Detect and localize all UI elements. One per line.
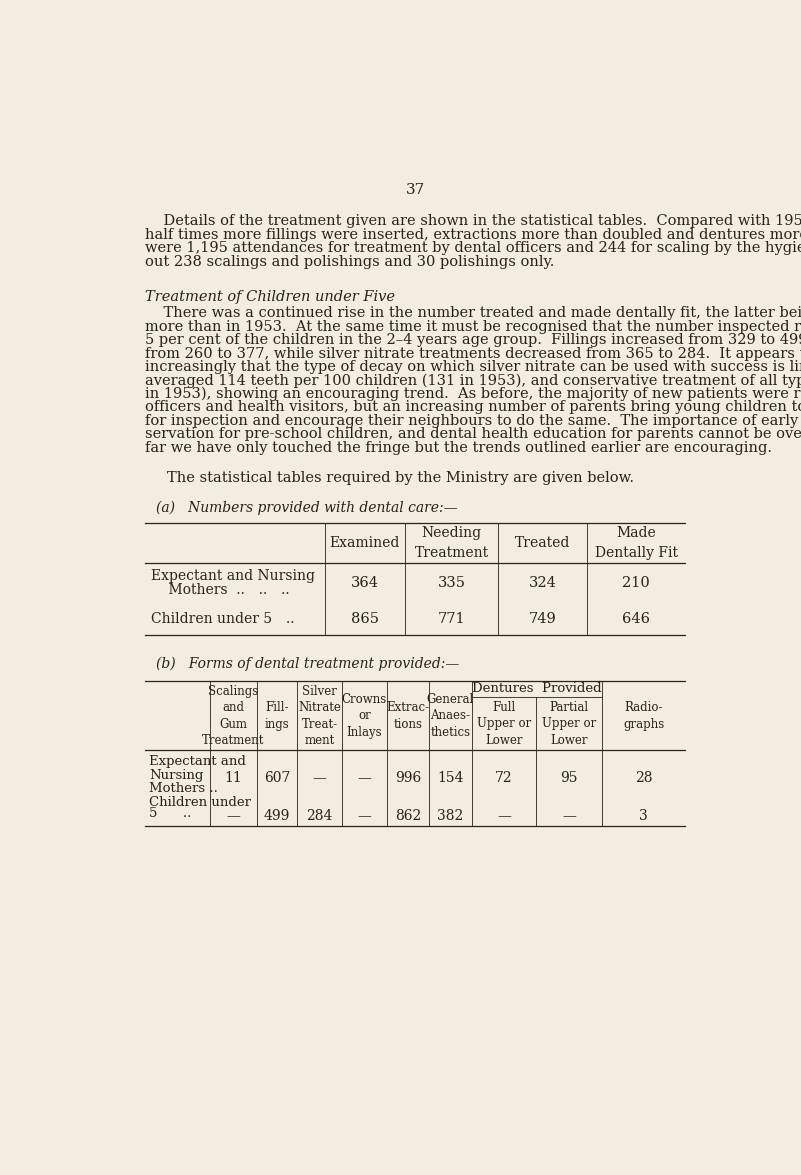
Text: There was a continued rise in the number treated and made dentally fit, the latt: There was a continued rise in the number…: [145, 307, 801, 320]
Text: 607: 607: [264, 771, 290, 785]
Text: Silver
Nitrate
Treat-
ment: Silver Nitrate Treat- ment: [298, 685, 341, 747]
Text: —: —: [312, 771, 326, 785]
Text: 154: 154: [437, 771, 464, 785]
Text: 499: 499: [264, 808, 290, 822]
Text: Dentures  Provided: Dentures Provided: [473, 683, 602, 696]
Text: 335: 335: [437, 576, 465, 590]
Text: 364: 364: [351, 576, 379, 590]
Text: General
Anaes-
thetics: General Anaes- thetics: [427, 693, 474, 739]
Text: —: —: [227, 808, 240, 822]
Text: Details of the treatment given are shown in the statistical tables.  Compared wi: Details of the treatment given are shown…: [145, 214, 801, 228]
Text: Treatment of Children under Five: Treatment of Children under Five: [145, 289, 395, 303]
Text: 749: 749: [529, 612, 557, 626]
Text: Full
Upper or
Lower: Full Upper or Lower: [477, 700, 531, 746]
Text: Children under 5 ..: Children under 5 ..: [151, 612, 295, 626]
Text: in 1953), showing an encouraging trend.  As before, the majority of new patients: in 1953), showing an encouraging trend. …: [145, 387, 801, 402]
Text: more than in 1953.  At the same time it must be recognised that the number inspe: more than in 1953. At the same time it m…: [145, 320, 801, 334]
Text: Made
Dentally Fit: Made Dentally Fit: [594, 526, 678, 559]
Text: Fill-
ings: Fill- ings: [264, 701, 289, 731]
Text: (a)   Numbers provided with dental care:—: (a) Numbers provided with dental care:—: [156, 501, 457, 515]
Text: Mothers ..: Mothers ..: [149, 783, 218, 795]
Text: 284: 284: [306, 808, 332, 822]
Text: 3: 3: [639, 808, 648, 822]
Text: 646: 646: [622, 612, 650, 626]
Text: Scalings
and
Gum
Treatment: Scalings and Gum Treatment: [202, 685, 264, 747]
Text: servation for pre-school children, and dental health education for parents canno: servation for pre-school children, and d…: [145, 428, 801, 442]
Text: 382: 382: [437, 808, 464, 822]
Text: Crowns
or
Inlays: Crowns or Inlays: [342, 693, 387, 739]
Text: 865: 865: [351, 612, 379, 626]
Text: Examined: Examined: [329, 536, 400, 550]
Text: far we have only touched the fringe but the trends outlined earlier are encourag: far we have only touched the fringe but …: [145, 441, 772, 455]
Text: out 238 scalings and polishings and 30 polishings only.: out 238 scalings and polishings and 30 p…: [145, 255, 554, 269]
Text: —: —: [357, 771, 372, 785]
Text: 5      ..: 5 ..: [149, 807, 191, 820]
Text: 37: 37: [405, 183, 425, 197]
Text: Expectant and: Expectant and: [149, 756, 246, 768]
Text: were 1,195 attendances for treatment by dental officers and 244 for scaling by t: were 1,195 attendances for treatment by …: [145, 241, 801, 255]
Text: Expectant and Nursing: Expectant and Nursing: [151, 569, 316, 583]
Text: averaged 114 teeth per 100 children (131 in 1953), and conservative treatment of: averaged 114 teeth per 100 children (131…: [145, 374, 801, 388]
Text: for inspection and encourage their neighbours to do the same.  The importance of: for inspection and encourage their neigh…: [145, 414, 801, 428]
Text: The statistical tables required by the Ministry are given below.: The statistical tables required by the M…: [167, 471, 634, 485]
Text: Nursing: Nursing: [149, 768, 203, 781]
Text: 11: 11: [224, 771, 242, 785]
Text: 771: 771: [438, 612, 465, 626]
Text: 95: 95: [560, 771, 578, 785]
Text: from 260 to 377, while silver nitrate treatments decreased from 365 to 284.  It : from 260 to 377, while silver nitrate tr…: [145, 347, 801, 361]
Text: officers and health visitors, but an increasing number of parents bring young ch: officers and health visitors, but an inc…: [145, 401, 801, 415]
Text: half times more fillings were inserted, extractions more than doubled and dentur: half times more fillings were inserted, …: [145, 228, 801, 242]
Text: 5 per cent of the children in the 2–4 years age group.  Fillings increased from : 5 per cent of the children in the 2–4 ye…: [145, 334, 801, 347]
Text: Needing
Treatment: Needing Treatment: [415, 526, 489, 559]
Text: Treated: Treated: [515, 536, 570, 550]
Text: 996: 996: [395, 771, 421, 785]
Text: Radio-
graphs: Radio- graphs: [623, 701, 664, 731]
Text: —: —: [497, 808, 511, 822]
Text: —: —: [562, 808, 576, 822]
Text: Partial
Upper or
Lower: Partial Upper or Lower: [541, 700, 596, 746]
Text: Mothers  .. .. ..: Mothers .. .. ..: [151, 583, 290, 597]
Text: 72: 72: [495, 771, 513, 785]
Text: Children under: Children under: [149, 795, 251, 808]
Text: 324: 324: [529, 576, 557, 590]
Text: Extrac-
tions: Extrac- tions: [386, 701, 429, 731]
Text: 210: 210: [622, 576, 650, 590]
Text: 862: 862: [395, 808, 421, 822]
Text: —: —: [357, 808, 372, 822]
Text: 28: 28: [635, 771, 653, 785]
Text: increasingly that the type of decay on which silver nitrate can be used with suc: increasingly that the type of decay on w…: [145, 360, 801, 374]
Text: (b)   Forms of dental treatment provided:—: (b) Forms of dental treatment provided:—: [156, 657, 459, 671]
